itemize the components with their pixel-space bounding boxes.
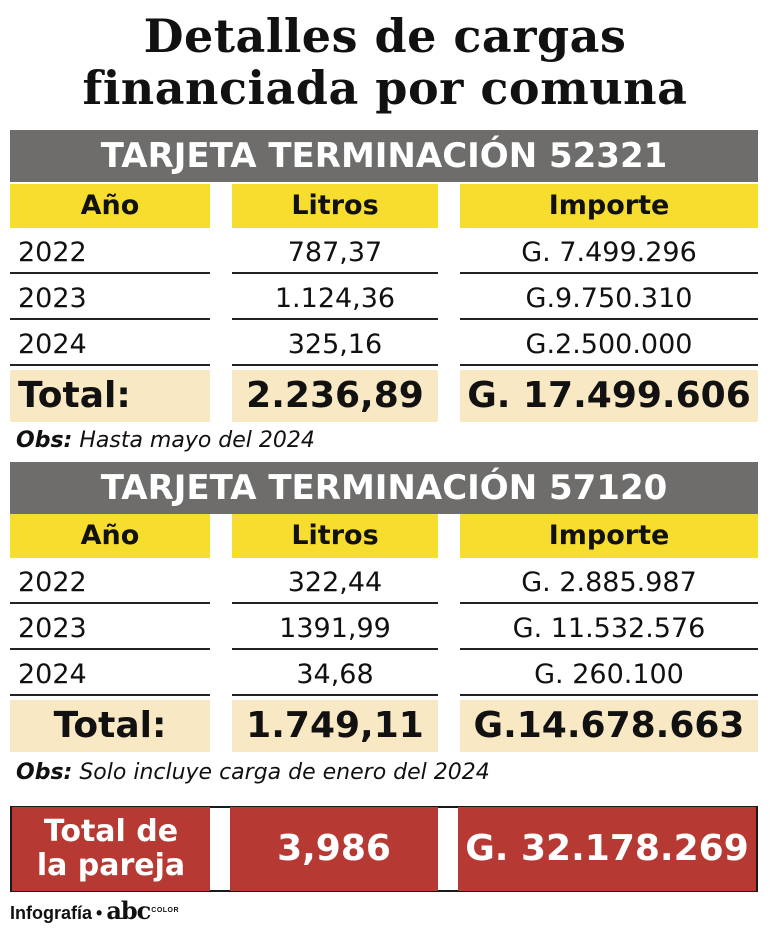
grand-total-liters: 3,986 bbox=[230, 807, 438, 891]
title-line-2: financiada por comuna bbox=[82, 61, 688, 115]
card2-row-2-amount: G. 11.532.576 bbox=[460, 606, 758, 650]
card1-row-1-year: 2022 bbox=[10, 230, 210, 274]
card2-row-3-amount: G. 260.100 bbox=[460, 652, 758, 696]
card2-row-1-liters: 322,44 bbox=[232, 560, 438, 604]
grand-total-divider bbox=[210, 808, 230, 890]
grand-total-divider bbox=[438, 808, 458, 890]
card1-total-amount: G. 17.499.606 bbox=[460, 370, 758, 422]
card1-band: TARJETA TERMINACIÓN 52321 bbox=[10, 130, 758, 182]
card2-total-amount: G.14.678.663 bbox=[460, 700, 758, 752]
card1-obs-text: Hasta mayo del 2024 bbox=[72, 428, 315, 453]
card2-header-year: Año bbox=[10, 514, 210, 558]
page-title: Detalles de cargas financiada por comuna bbox=[0, 10, 770, 114]
footer-credit-text: Infografía bbox=[10, 903, 93, 923]
grand-total-amount: G. 32.178.269 bbox=[458, 807, 756, 891]
card1-total-liters: 2.236,89 bbox=[232, 370, 438, 422]
grand-total-label: Total de la pareja bbox=[12, 807, 210, 891]
card1-total-label: Total: bbox=[10, 370, 210, 422]
card2-header-liters: Litros bbox=[232, 514, 438, 558]
card1-row-3-liters: 325,16 bbox=[232, 322, 438, 366]
abc-logo: abc bbox=[106, 896, 151, 925]
card1-row-1-amount: G. 7.499.296 bbox=[460, 230, 758, 274]
card2-row-3-year: 2024 bbox=[10, 652, 210, 696]
card1-row-3-amount: G.2.500.000 bbox=[460, 322, 758, 366]
card1-row-1-liters: 787,37 bbox=[232, 230, 438, 274]
card2-row-1-year: 2022 bbox=[10, 560, 210, 604]
card1-obs: Obs: Hasta mayo del 2024 bbox=[16, 428, 315, 453]
card2-obs-text: Solo incluye carga de enero del 2024 bbox=[72, 760, 490, 785]
card1-header-amount: Importe bbox=[460, 184, 758, 228]
title-line-1: Detalles de cargas bbox=[143, 9, 627, 63]
card2-total-label: Total: bbox=[10, 700, 210, 752]
card2-row-2-year: 2023 bbox=[10, 606, 210, 650]
card2-total-liters: 1.749,11 bbox=[232, 700, 438, 752]
card2-header-amount: Importe bbox=[460, 514, 758, 558]
footer-separator: • bbox=[96, 903, 103, 923]
card2-obs-label: Obs: bbox=[16, 760, 73, 785]
card1-header-year: Año bbox=[10, 184, 210, 228]
card2-row-1-amount: G. 2.885.987 bbox=[460, 560, 758, 604]
card1-row-2-year: 2023 bbox=[10, 276, 210, 320]
abc-logo-subtext: COLOR bbox=[151, 907, 180, 914]
card2-obs: Obs: Solo incluye carga de enero del 202… bbox=[16, 760, 490, 785]
card2-row-2-liters: 1391,99 bbox=[232, 606, 438, 650]
footer-credit: Infografía • abcCOLOR bbox=[10, 898, 179, 926]
card1-row-2-amount: G.9.750.310 bbox=[460, 276, 758, 320]
card1-obs-label: Obs: bbox=[16, 428, 73, 453]
grand-total-label-line-1: Total de bbox=[43, 814, 179, 849]
grand-total-label-line-2: la pareja bbox=[36, 848, 186, 883]
card1-row-2-liters: 1.124,36 bbox=[232, 276, 438, 320]
card2-band: TARJETA TERMINACIÓN 57120 bbox=[10, 462, 758, 514]
card1-row-3-year: 2024 bbox=[10, 322, 210, 366]
card2-row-3-liters: 34,68 bbox=[232, 652, 438, 696]
card1-header-liters: Litros bbox=[232, 184, 438, 228]
